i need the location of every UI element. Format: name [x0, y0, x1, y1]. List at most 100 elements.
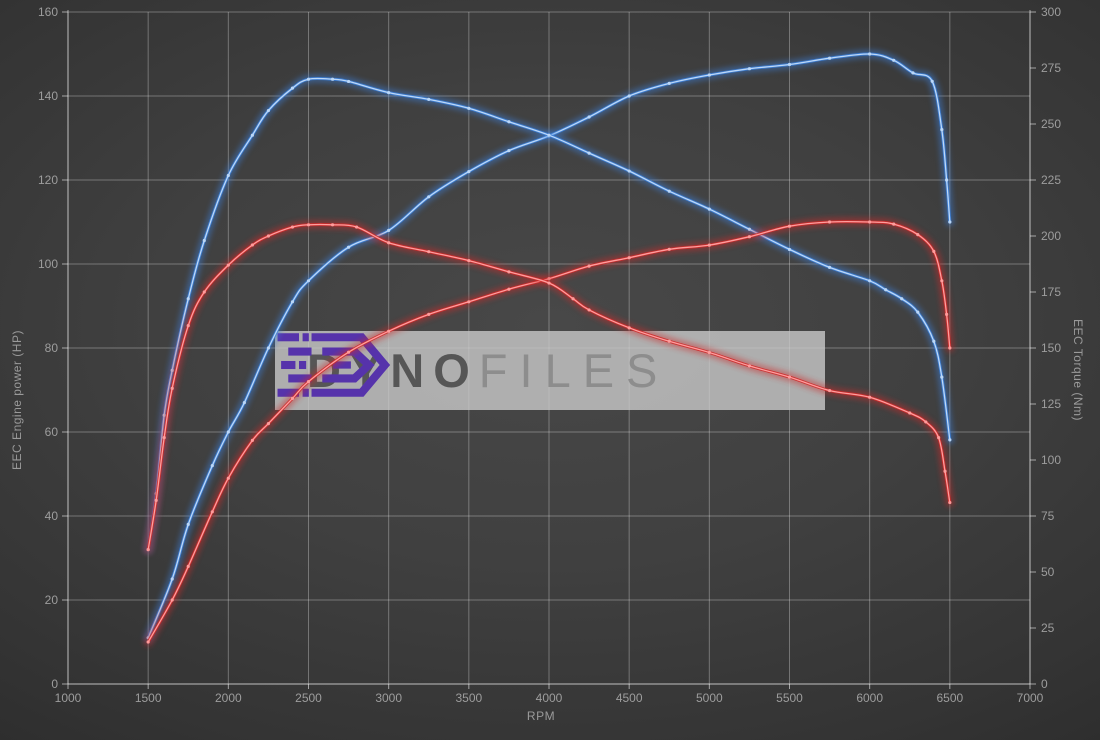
- series-engine-power-tuned-marker: [387, 228, 391, 232]
- series-engine-torque-stock-marker: [290, 225, 295, 229]
- y-right-tick-label: 0: [1041, 677, 1048, 691]
- series-engine-torque-tuned-marker: [948, 438, 952, 442]
- series-engine-torque-tuned-marker: [787, 247, 792, 252]
- series-engine-torque-stock-marker: [747, 364, 752, 368]
- series-engine-power-stock-marker: [945, 312, 949, 316]
- series-engine-torque-tuned-marker: [226, 173, 230, 178]
- x-tick-label: 2000: [215, 691, 242, 705]
- x-tick-label: 3000: [375, 691, 402, 705]
- series-engine-torque-tuned-marker: [507, 120, 511, 124]
- series-engine-torque-stock-marker: [507, 270, 511, 274]
- series-engine-power-tuned-marker: [747, 67, 752, 71]
- series-engine-power-tuned-marker: [892, 58, 896, 62]
- y-right-tick-label: 25: [1041, 621, 1055, 635]
- x-tick-label: 5000: [696, 691, 723, 705]
- series-engine-power-stock-marker: [868, 220, 872, 224]
- series-engine-power-stock-marker: [146, 640, 150, 644]
- series-engine-torque-tuned-marker: [547, 133, 551, 137]
- series-engine-power-stock-marker: [250, 438, 254, 442]
- series-engine-torque-tuned-marker: [900, 297, 904, 301]
- series-engine-torque-stock-marker: [937, 436, 941, 440]
- series-engine-torque-tuned: [143, 73, 955, 555]
- x-tick-label: 6500: [936, 691, 963, 705]
- series-engine-torque-stock-marker: [266, 234, 271, 238]
- series-engine-power-stock-marker: [387, 329, 391, 333]
- series-engine-torque-tuned-marker: [667, 189, 671, 193]
- series-engine-power-tuned-marker: [940, 128, 944, 132]
- series-engine-torque-tuned-marker: [884, 288, 888, 292]
- series-engine-power-stock-marker: [627, 256, 631, 260]
- series-engine-torque-tuned-marker: [250, 133, 254, 137]
- series-engine-torque-stock-marker: [330, 223, 335, 227]
- series-engine-power-stock-marker: [266, 422, 271, 426]
- x-tick-label: 4000: [536, 691, 563, 705]
- series-engine-torque-stock-marker: [627, 326, 631, 330]
- series-engine-torque-tuned-marker: [916, 310, 920, 314]
- series-engine-torque-tuned-marker: [186, 297, 190, 301]
- series-engine-torque-tuned-marker: [827, 265, 832, 269]
- series-engine-torque-stock-marker: [908, 411, 912, 415]
- y-left-tick-label: 120: [38, 173, 58, 187]
- y-right-tick-label: 225: [1041, 173, 1061, 187]
- series-engine-torque-stock-marker: [868, 395, 872, 399]
- series-engine-power-tuned-marker: [226, 430, 230, 434]
- x-axis-title: RPM: [526, 709, 556, 723]
- series-engine-torque-tuned-marker: [747, 227, 752, 231]
- series-engine-torque-tuned-marker: [587, 151, 591, 155]
- x-tick-label: 5500: [776, 691, 803, 705]
- series-engine-power-stock-marker: [932, 249, 936, 253]
- series-engine-power-tuned-marker: [346, 245, 351, 249]
- series-engine-power-stock-marker: [892, 222, 896, 226]
- y-axis-right-title: EEC Torque (Nm): [1071, 319, 1085, 421]
- series-engine-power-stock-marker: [467, 300, 471, 304]
- series-engine-torque-tuned-marker: [290, 86, 295, 90]
- series-engine-torque-stock-marker: [948, 500, 952, 505]
- y-axis-left-title: EEC Engine power (HP): [10, 330, 24, 470]
- x-tick-label: 4500: [616, 691, 643, 705]
- series-engine-power-tuned-marker: [507, 149, 511, 153]
- series-engine-torque-tuned-marker: [707, 207, 711, 211]
- series-engine-torque-stock-marker: [154, 498, 158, 502]
- y-right-tick-label: 50: [1041, 565, 1055, 579]
- y-left-tick-label: 40: [45, 509, 59, 523]
- series-engine-torque-tuned-marker: [467, 106, 471, 110]
- x-tick-label: 7000: [1017, 691, 1044, 705]
- series-engine-power-tuned-marker: [266, 346, 271, 350]
- y-left-tick-label: 80: [45, 341, 59, 355]
- series-engine-power-stock-marker: [346, 350, 351, 354]
- series-engine-torque-stock-marker: [827, 388, 832, 393]
- series-engine-power-tuned: [143, 49, 955, 643]
- series-engine-power-tuned-marker: [587, 115, 591, 119]
- series-engine-torque-stock-marker: [547, 281, 551, 285]
- series-engine-torque-stock-marker: [387, 241, 391, 245]
- series-engine-torque-tuned-marker: [387, 91, 391, 95]
- series-engine-power-tuned-marker: [627, 94, 631, 98]
- series-engine-power-stock-marker: [940, 279, 944, 283]
- series-engine-torque-stock-marker: [146, 548, 150, 552]
- series-engine-torque-tuned-marker: [202, 238, 206, 243]
- series-engine-power-stock-marker: [427, 312, 431, 316]
- series-engine-torque-stock-marker: [202, 290, 206, 294]
- series-engine-power-tuned-marker: [787, 62, 792, 67]
- series-engine-torque-tuned-marker: [627, 169, 631, 173]
- series-engine-power-tuned-marker: [827, 56, 832, 60]
- series-engine-power-tuned-marker: [427, 195, 431, 199]
- series-engine-power-stock-marker: [707, 243, 711, 247]
- series-engine-power-tuned-marker: [868, 52, 872, 56]
- series-engine-torque-tuned-line: [146, 76, 952, 552]
- watermark-brand-files: FILES: [478, 344, 670, 397]
- series-engine-power-tuned-marker: [290, 300, 295, 304]
- series-engine-torque-stock-marker: [162, 436, 166, 440]
- series-engine-torque-stock-marker: [943, 469, 947, 473]
- series-engine-power-stock-marker: [210, 510, 214, 514]
- y-left-tick-label: 20: [45, 593, 59, 607]
- series-engine-torque-stock-marker: [355, 225, 359, 229]
- y-left-tick-label: 0: [51, 677, 58, 691]
- series-engine-power-tuned-marker: [186, 522, 190, 527]
- series-engine-torque-stock-marker: [226, 263, 230, 267]
- series-engine-power-tuned-marker: [911, 71, 915, 75]
- series-engine-power-stock-marker: [787, 224, 792, 228]
- series-engine-torque-stock-marker: [571, 297, 575, 301]
- series-engine-torque-stock-marker: [250, 243, 254, 247]
